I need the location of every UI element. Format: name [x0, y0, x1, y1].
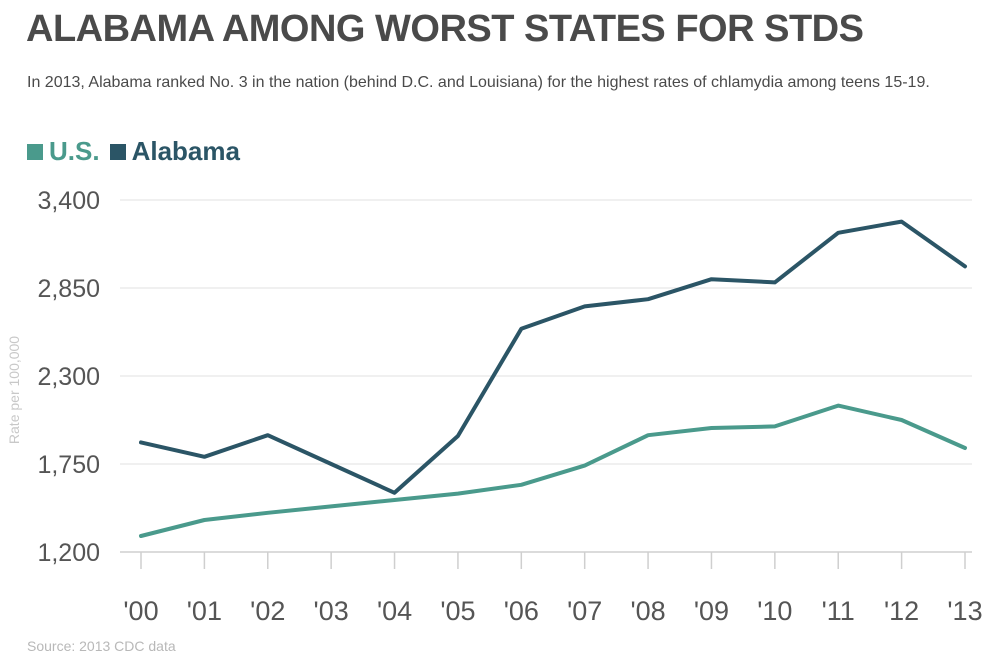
x-tick-label: '13 — [947, 596, 982, 626]
legend-swatch-us — [27, 143, 43, 160]
x-tick-label: '06 — [504, 596, 539, 626]
x-tick-label: '12 — [884, 596, 919, 626]
y-tick-label: 2,850 — [37, 275, 100, 303]
chart-subtitle: In 2013, Alabama ranked No. 3 in the nat… — [27, 74, 930, 91]
x-tick-label: '11 — [822, 596, 855, 626]
x-tick-label: '02 — [250, 596, 285, 626]
x-tick-label: '05 — [440, 596, 475, 626]
legend-item-us: U.S. — [27, 136, 100, 167]
x-tick-label: '03 — [314, 596, 349, 626]
legend-swatch-alabama — [109, 143, 126, 160]
x-tick-label: '09 — [694, 596, 729, 626]
y-axis-label: Rate per 100,000 — [6, 336, 22, 444]
y-tick-label: 2,300 — [37, 363, 100, 391]
y-tick-label: 3,400 — [37, 187, 100, 215]
x-tick-label: '04 — [377, 596, 412, 626]
legend-item-alabama: Alabama — [109, 136, 240, 167]
x-tick-label: '07 — [567, 596, 602, 626]
x-tick-label: '01 — [187, 596, 222, 626]
y-tick-label: 1,750 — [37, 451, 100, 479]
legend: U.S. Alabama — [27, 136, 250, 167]
source-note: Source: 2013 CDC data — [27, 638, 176, 654]
x-tick-label: '10 — [757, 596, 792, 626]
series-line-us — [139, 403, 967, 538]
series-line-alabama — [139, 219, 967, 495]
legend-label-us: U.S. — [49, 136, 100, 166]
x-tick-label: '00 — [123, 596, 158, 626]
y-tick-label: 1,200 — [37, 539, 100, 567]
x-tick-label: '08 — [630, 596, 665, 626]
chart-title: ALABAMA AMONG WORST STATES FOR STDS — [26, 8, 864, 50]
legend-label-alabama: Alabama — [131, 136, 240, 166]
